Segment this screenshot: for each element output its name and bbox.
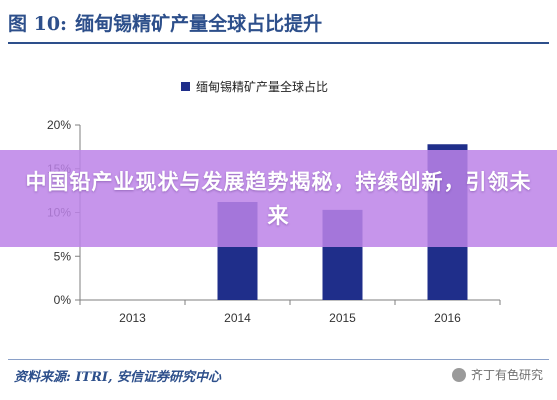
overlay-banner: 中国铅产业现状与发展趋势揭秘，持续创新，引领未来 xyxy=(0,150,557,247)
x-tick-label: 2016 xyxy=(434,311,461,325)
watermark-text: 齐丁有色研究 xyxy=(470,368,543,382)
figure-title: 图 10: 缅甸锡精矿产量全球占比提升 xyxy=(8,4,549,40)
y-tick-label: 0% xyxy=(54,293,72,307)
figure-title-text: 缅甸锡精矿产量全球占比提升 xyxy=(75,12,323,35)
x-tick-label: 2014 xyxy=(224,311,251,325)
legend-label: 缅甸锡精矿产量全球占比 xyxy=(196,79,328,94)
source-note: 资料来源: ITRI, 安信证券研究中心 xyxy=(14,370,222,385)
title-rule xyxy=(8,42,549,44)
x-tick-label: 2013 xyxy=(119,311,146,325)
y-tick-label: 20% xyxy=(47,118,71,132)
y-tick-label: 5% xyxy=(54,249,72,263)
figure-label: 图 10: xyxy=(8,12,68,35)
x-tick-label: 2015 xyxy=(329,311,356,325)
legend-swatch xyxy=(181,82,190,91)
wechat-icon xyxy=(451,367,466,382)
source-rule xyxy=(8,359,549,360)
watermark: 齐丁有色研究 xyxy=(451,366,543,383)
banner-text: 中国铅产业现状与发展趋势揭秘，持续创新，引领未来 xyxy=(25,169,532,228)
